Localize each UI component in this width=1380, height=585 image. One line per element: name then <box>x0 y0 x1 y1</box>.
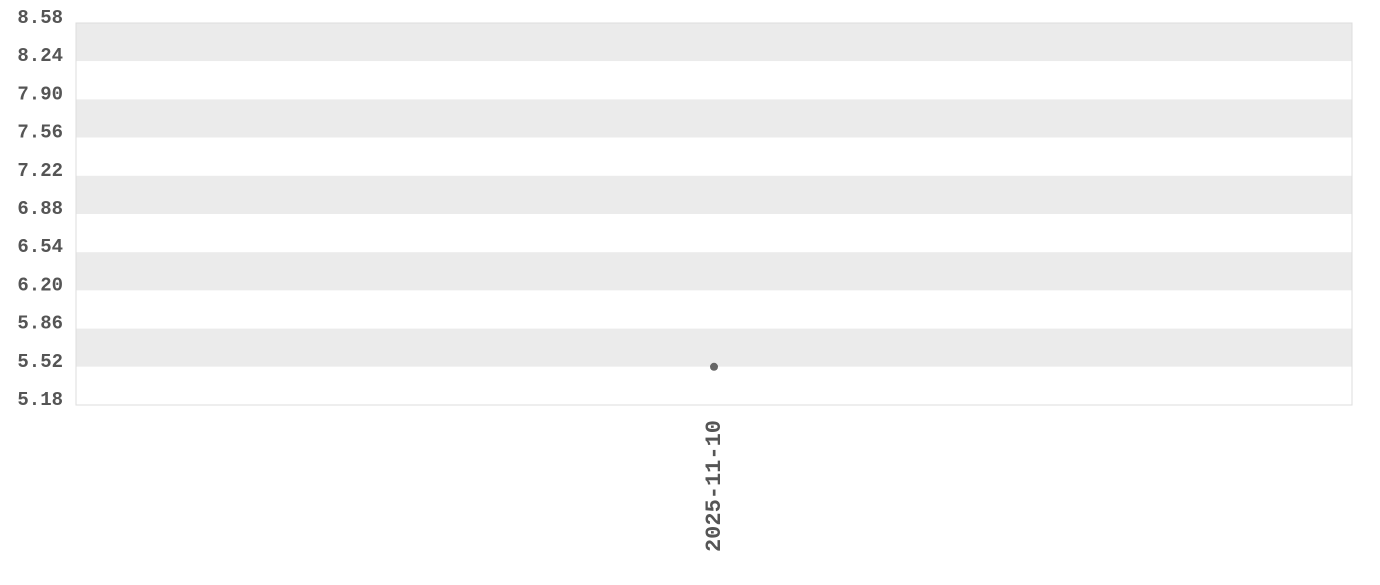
y-tick-label: 6.54 <box>17 236 63 258</box>
grid-band <box>76 252 1352 291</box>
data-points <box>710 362 718 371</box>
plot-border <box>75 22 1353 406</box>
y-tick-label: 7.22 <box>17 160 63 182</box>
grid-band <box>76 290 1352 329</box>
y-tick-label: 6.20 <box>17 274 63 296</box>
grid-band <box>76 99 1352 138</box>
y-tick-label: 8.24 <box>17 45 63 67</box>
grid-band <box>76 61 1352 100</box>
x-axis: 2025-11-10 <box>702 420 727 552</box>
grid-band <box>76 366 1352 405</box>
y-tick-label: 5.86 <box>17 313 63 335</box>
data-point[interactable] <box>710 362 718 371</box>
grid-bands <box>76 23 1352 405</box>
y-tick-label: 6.88 <box>17 198 63 220</box>
y-tick-label: 5.52 <box>17 351 63 373</box>
y-tick-label: 7.56 <box>17 122 63 144</box>
grid-band <box>76 23 1352 62</box>
grid-band <box>76 175 1352 214</box>
y-tick-label: 5.18 <box>17 389 63 411</box>
grid-band <box>76 328 1352 367</box>
grid-band <box>76 137 1352 176</box>
x-tick-label: 2025-11-10 <box>702 420 727 552</box>
y-axis: 8.58 8.24 7.90 7.56 7.22 6.88 6.54 6.20 5.86 5.52… <box>17 7 63 411</box>
grid-band <box>76 214 1352 253</box>
y-tick-label: 8.58 <box>17 7 63 29</box>
y-tick-label: 7.90 <box>17 83 63 105</box>
